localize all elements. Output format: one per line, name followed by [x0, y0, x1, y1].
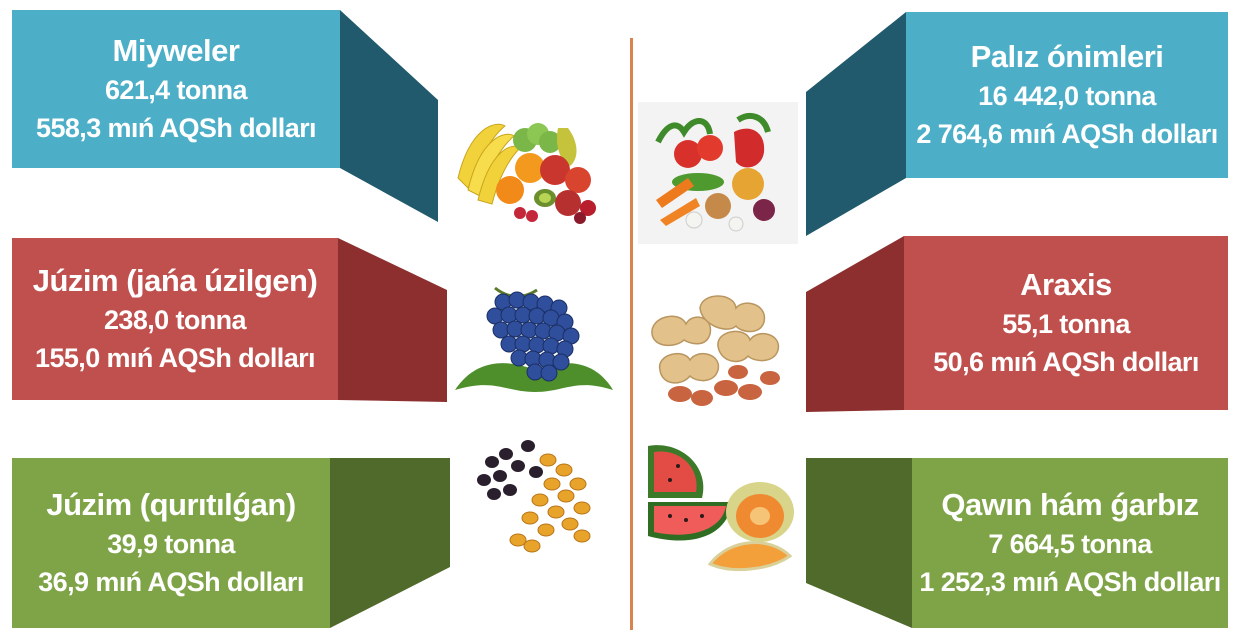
category-amount: 55,1 tonna — [1002, 309, 1130, 339]
category-amount: 7 664,5 tonna — [988, 529, 1152, 559]
category-value: 50,6 mıń AQSh dolları — [933, 347, 1199, 377]
category-box-araxis: Araxis 55,1 tonna 50,6 mıń AQSh dolları — [904, 236, 1228, 410]
mixed-fruit-icon — [457, 123, 596, 224]
melon-watermelon-icon — [648, 445, 794, 572]
raisins-icon — [477, 440, 591, 553]
category-box-juzim-qurit: Júzim (qurıtılǵan) 39,9 tonna 36,9 mıń A… — [12, 458, 330, 628]
category-amount: 621,4 tonna — [105, 75, 248, 105]
category-title: Araxis — [1020, 267, 1112, 302]
category-amount: 16 442,0 tonna — [978, 81, 1156, 111]
category-box-qawin: Qawın hám ǵarbız 7 664,5 tonna 1 252,3 m… — [912, 458, 1228, 628]
category-value: 1 252,3 mıń AQSh dolları — [919, 567, 1221, 597]
category-value: 36,9 mıń AQSh dolları — [38, 567, 304, 597]
category-value: 2 764,6 mıń AQSh dolları — [916, 119, 1218, 149]
vegetables-icon — [638, 102, 798, 244]
category-value: 155,0 mıń AQSh dolları — [35, 343, 315, 373]
center-divider — [630, 38, 633, 630]
category-title: Miyweler — [112, 33, 240, 68]
category-amount: 39,9 tonna — [107, 529, 235, 559]
peanuts-icon — [651, 295, 780, 406]
category-amount: 238,0 tonna — [104, 305, 247, 335]
category-box-juzim-jana: Júzim (jańa úzilgen) 238,0 tonna 155,0 m… — [12, 238, 338, 400]
category-title: Palız ónimleri — [970, 39, 1164, 74]
category-box-paliz: Palız ónimleri 16 442,0 tonna 2 764,6 mı… — [906, 12, 1228, 178]
category-value: 558,3 mıń AQSh dolları — [36, 113, 316, 143]
category-title: Qawın hám ǵarbız — [941, 487, 1199, 522]
category-title: Júzim (qurıtılǵan) — [46, 487, 296, 522]
grapes-icon — [455, 286, 613, 392]
category-box-miyweler: Miyweler 621,4 tonna 558,3 mıń AQSh doll… — [12, 10, 340, 168]
category-title: Júzim (jańa úzilgen) — [32, 263, 318, 298]
